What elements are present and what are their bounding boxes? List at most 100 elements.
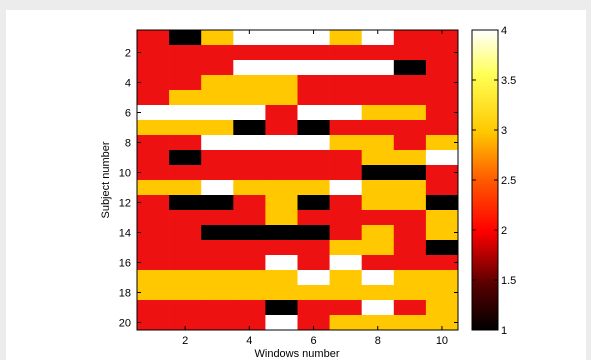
heatmap-cell: [265, 60, 298, 76]
heatmap-cell: [201, 255, 234, 271]
heatmap-cell: [233, 225, 266, 241]
heatmap-cell: [297, 195, 330, 211]
heatmap-cell: [297, 105, 330, 121]
heatmap-cell: [137, 180, 170, 196]
heatmap-cell: [233, 285, 266, 301]
heatmap-cell: [137, 225, 170, 241]
heatmap-cell: [201, 135, 234, 151]
heatmap-cell: [297, 255, 330, 271]
heatmap-cell: [361, 75, 395, 91]
heatmap-cell: [169, 150, 202, 166]
heatmap-cell: [201, 90, 234, 106]
heatmap-cell: [265, 150, 298, 166]
heatmap-cell: [265, 120, 298, 136]
heatmap-cell: [329, 225, 362, 241]
heatmap-cell: [425, 195, 459, 211]
x-tick-label: 2: [182, 335, 188, 347]
heatmap-cell: [297, 240, 330, 256]
heatmap-cell: [137, 75, 170, 91]
heatmap-cell: [201, 60, 234, 76]
heatmap-cell: [393, 240, 427, 256]
heatmap-cell: [201, 270, 234, 286]
heatmap-cell: [233, 120, 266, 136]
heatmap-cell: [425, 180, 459, 196]
heatmap-cell: [265, 45, 298, 61]
heatmap-cell: [137, 255, 170, 271]
heatmap-cell: [361, 60, 395, 76]
heatmap-cell: [137, 90, 170, 106]
y-tick-label: 10: [119, 168, 131, 180]
heatmap-cell: [393, 270, 427, 286]
heatmap-cell: [201, 150, 234, 166]
heatmap-cell: [297, 180, 330, 196]
x-tick-label: 10: [436, 335, 448, 347]
heatmap-cell: [265, 255, 298, 271]
colorbar-tick-label: 3.5: [501, 75, 516, 87]
heatmap-cell: [233, 315, 266, 331]
heatmap-cell: [393, 105, 427, 121]
heatmap-cell: [265, 240, 298, 256]
heatmap-cell: [329, 30, 362, 46]
heatmap-cell: [169, 30, 202, 46]
heatmap-cell: [233, 270, 266, 286]
heatmap-cell: [393, 210, 427, 226]
heatmap-cell: [393, 75, 427, 91]
heatmap-cell: [329, 75, 362, 91]
heatmap-cell: [233, 60, 266, 76]
heatmap-cell: [297, 270, 330, 286]
heatmap-cell: [169, 315, 202, 331]
heatmap-cell: [393, 120, 427, 136]
colorbar-tick-label: 1: [501, 325, 507, 337]
x-axis-label: Windows number: [255, 348, 340, 360]
colorbar-tick-label: 3: [501, 125, 507, 137]
heatmap-cell: [329, 120, 362, 136]
heatmap-cell: [297, 45, 330, 61]
heatmap-cell: [329, 105, 362, 121]
y-axis-label: Subject number: [100, 141, 112, 218]
heatmap-cell: [137, 120, 170, 136]
heatmap-cell: [265, 285, 298, 301]
heatmap-cell: [297, 285, 330, 301]
colorbar-tick-label: 4: [501, 25, 507, 37]
heatmap-cell: [297, 120, 330, 136]
heatmap-cell: [393, 30, 427, 46]
y-tick-label: 12: [119, 198, 131, 210]
heatmap-cell: [137, 165, 170, 181]
heatmap-cell: [425, 210, 459, 226]
heatmap-cell: [425, 30, 459, 46]
heatmap-cell: [361, 285, 395, 301]
heatmap-cell: [361, 150, 395, 166]
heatmap-cell: [169, 180, 202, 196]
heatmap-cell: [137, 135, 170, 151]
heatmap-cell: [233, 210, 266, 226]
heatmap-cell: [297, 225, 330, 241]
heatmap-cell: [265, 165, 298, 181]
heatmap-cell: [297, 300, 330, 316]
heatmap-cell: [425, 270, 459, 286]
heatmap-cell: [137, 60, 170, 76]
heatmap-cell: [329, 300, 362, 316]
heatmap-cell: [265, 195, 298, 211]
heatmap-cell: [169, 195, 202, 211]
axis-ticks: 2 4 6 8 10 2 4 6 8 10 12 14 16 18 20: [119, 30, 458, 347]
heatmap-cell: [297, 75, 330, 91]
heatmap-cell: [137, 315, 170, 331]
heatmap-cell: [361, 225, 395, 241]
heatmap-cell: [361, 210, 395, 226]
heatmap-cell: [201, 285, 234, 301]
heatmap-cell: [201, 180, 234, 196]
heatmap-cell: [393, 135, 427, 151]
heatmap-cell: [297, 60, 330, 76]
heatmap-cell: [265, 315, 298, 331]
heatmap-cell: [233, 90, 266, 106]
heatmap-cell: [361, 105, 395, 121]
heatmap-cell: [393, 45, 427, 61]
heatmap-cell: [169, 90, 202, 106]
heatmap-cell: [361, 45, 395, 61]
heatmap-cell: [169, 285, 202, 301]
heatmap-cell: [393, 90, 427, 106]
heatmap-cell: [425, 150, 459, 166]
heatmap-cell: [297, 210, 330, 226]
heatmap-cell: [265, 180, 298, 196]
